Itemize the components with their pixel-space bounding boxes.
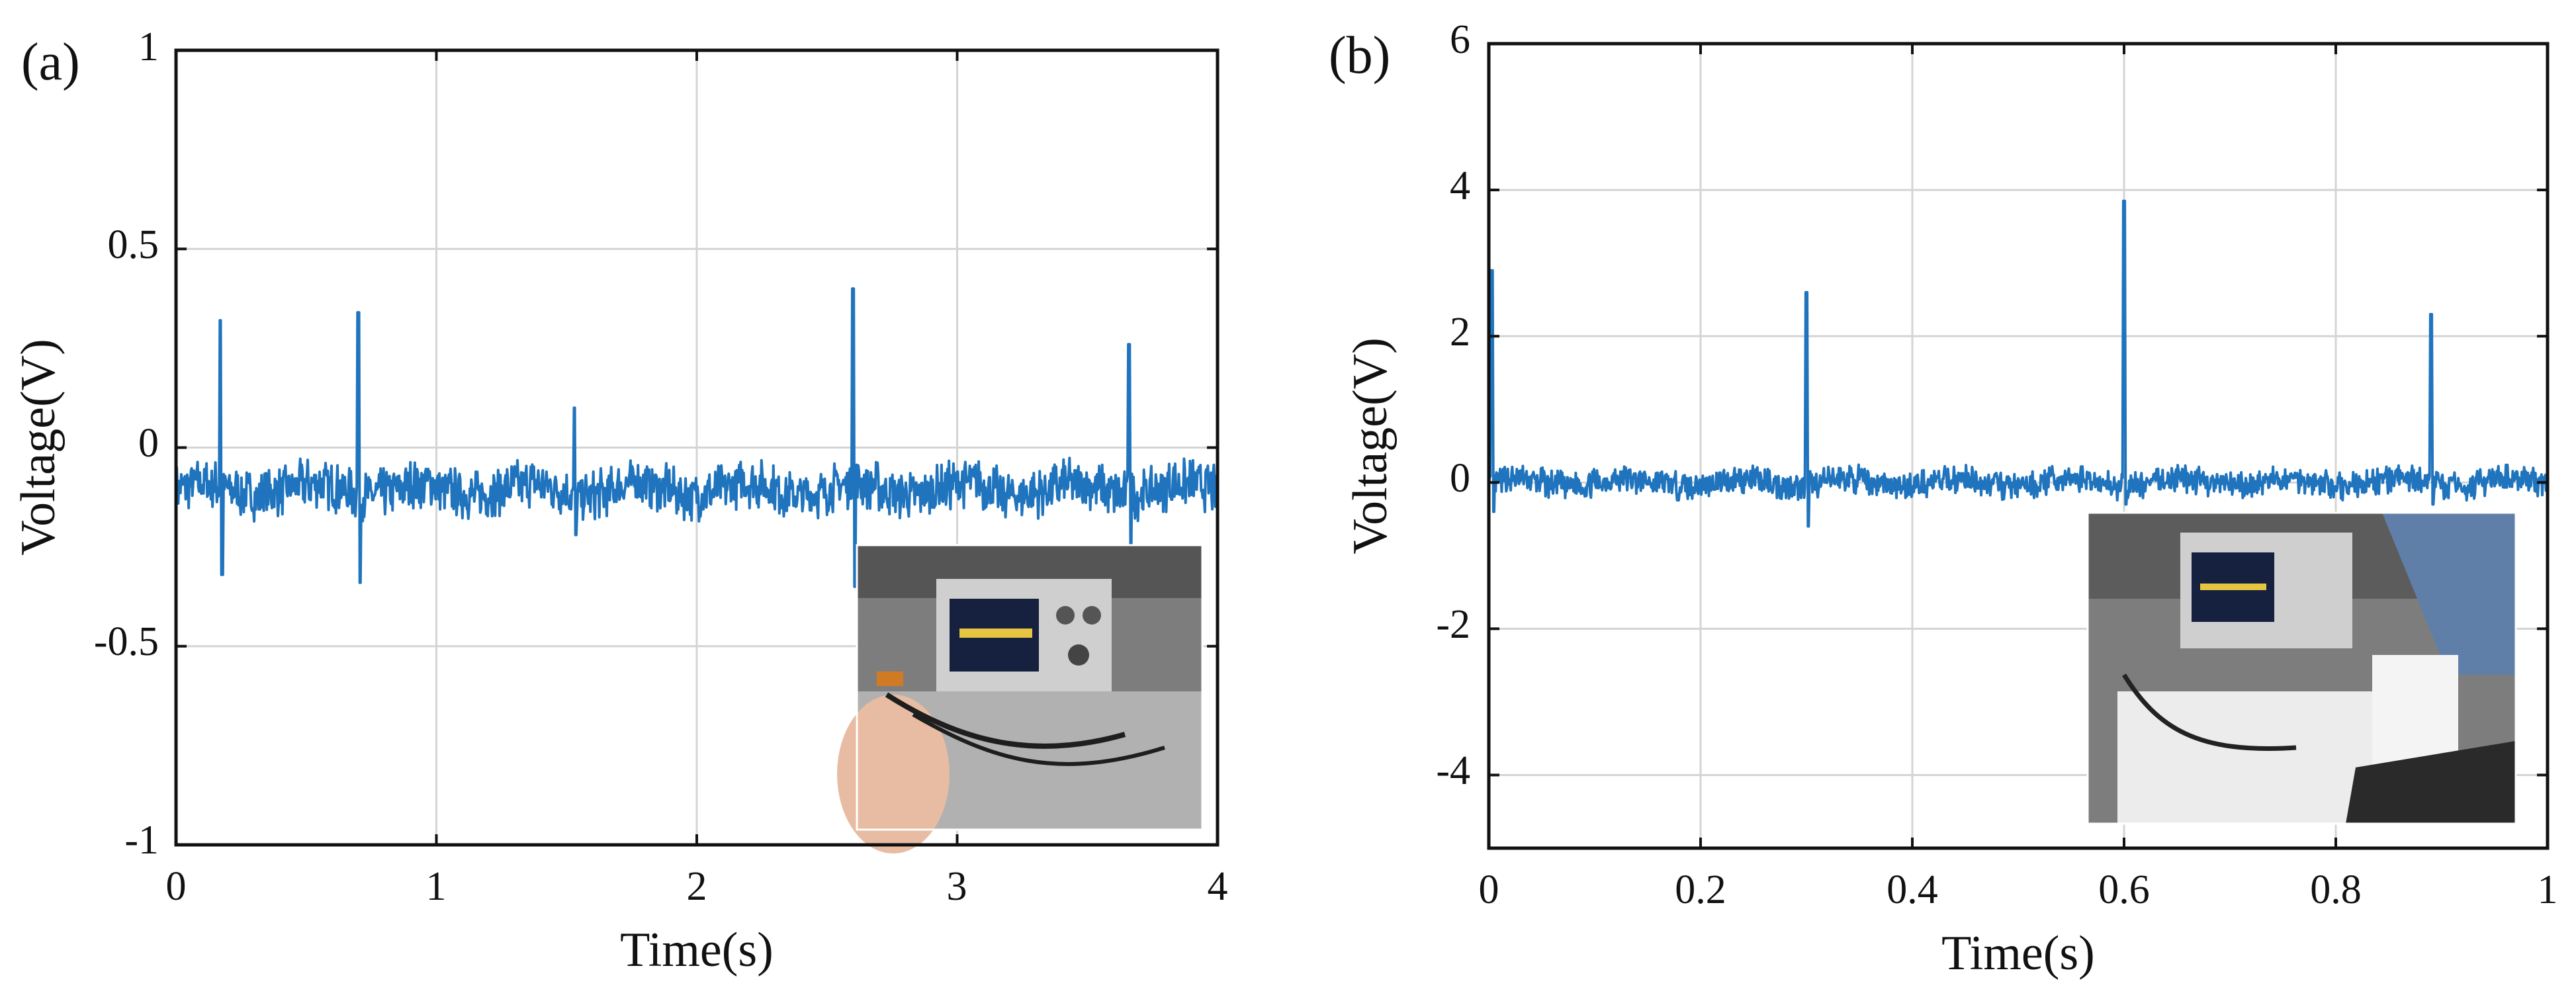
y-tick-label: -2 <box>1436 602 1470 647</box>
panel-b-voltage-trace <box>1488 199 2549 528</box>
x-tick-label: 0 <box>1479 867 1499 912</box>
y-tick-label: 0.5 <box>108 222 159 267</box>
y-tick-label: -1 <box>124 818 159 863</box>
x-tick-label: 4 <box>1208 864 1228 909</box>
y-tick-label: -0.5 <box>94 619 159 664</box>
panel-b-tick-marks <box>1488 42 2549 848</box>
x-tick-label: 0.2 <box>1675 867 1726 912</box>
panel-a-x-axis-label: Time(s) <box>620 923 774 977</box>
x-tick-label: 0.6 <box>2098 867 2150 912</box>
y-tick-label: 0 <box>1450 456 1470 501</box>
x-tick-label: 0.4 <box>1887 867 1938 912</box>
x-tick-label: 0.8 <box>2310 867 2362 912</box>
panel-b-y-axis-label: Voltage(V) <box>1343 337 1398 554</box>
panel-b-inset-photo <box>2086 511 2517 825</box>
y-tick-label: -4 <box>1436 748 1470 793</box>
panel-b-chart: 6 4 2 0 -2 -4 0 0.2 0.4 0.6 0.8 1 Time(s… <box>1329 17 2558 980</box>
panel-b-x-axis-label: Time(s) <box>1941 926 2095 980</box>
panel-a-y-axis-label: Voltage(V) <box>11 339 66 555</box>
y-tick-label: 6 <box>1450 17 1470 62</box>
panel-b-label: (b) <box>1329 26 1390 85</box>
y-tick-label: 2 <box>1450 310 1470 355</box>
panel-a-x-tick-labels: 0 1 2 3 4 <box>166 864 1228 909</box>
panel-a-inset-photo <box>837 544 1204 853</box>
x-tick-label: 0 <box>166 864 187 909</box>
y-tick-label: 1 <box>138 24 159 69</box>
panel-a-tick-marks <box>175 49 1219 846</box>
x-tick-label: 1 <box>426 864 447 909</box>
x-tick-label: 1 <box>2538 867 2558 912</box>
panel-a-chart: 1 0.5 0 -0.5 -1 0 1 2 3 4 Time(s) Voltag… <box>11 24 1228 977</box>
panel-a-voltage-trace <box>175 287 1219 588</box>
panel-a-y-tick-labels: 1 0.5 0 -0.5 -1 <box>94 24 159 863</box>
panel-b-plot-frame <box>1487 42 2550 850</box>
panel-b-y-tick-labels: 6 4 2 0 -2 -4 <box>1436 17 1470 793</box>
x-tick-label: 2 <box>687 864 707 909</box>
panel-a-label: (a) <box>21 33 80 91</box>
x-tick-label: 3 <box>947 864 967 909</box>
y-tick-label: 4 <box>1450 163 1470 208</box>
y-tick-label: 0 <box>138 421 159 466</box>
panel-b-x-tick-labels: 0 0.2 0.4 0.6 0.8 1 <box>1479 867 2558 912</box>
